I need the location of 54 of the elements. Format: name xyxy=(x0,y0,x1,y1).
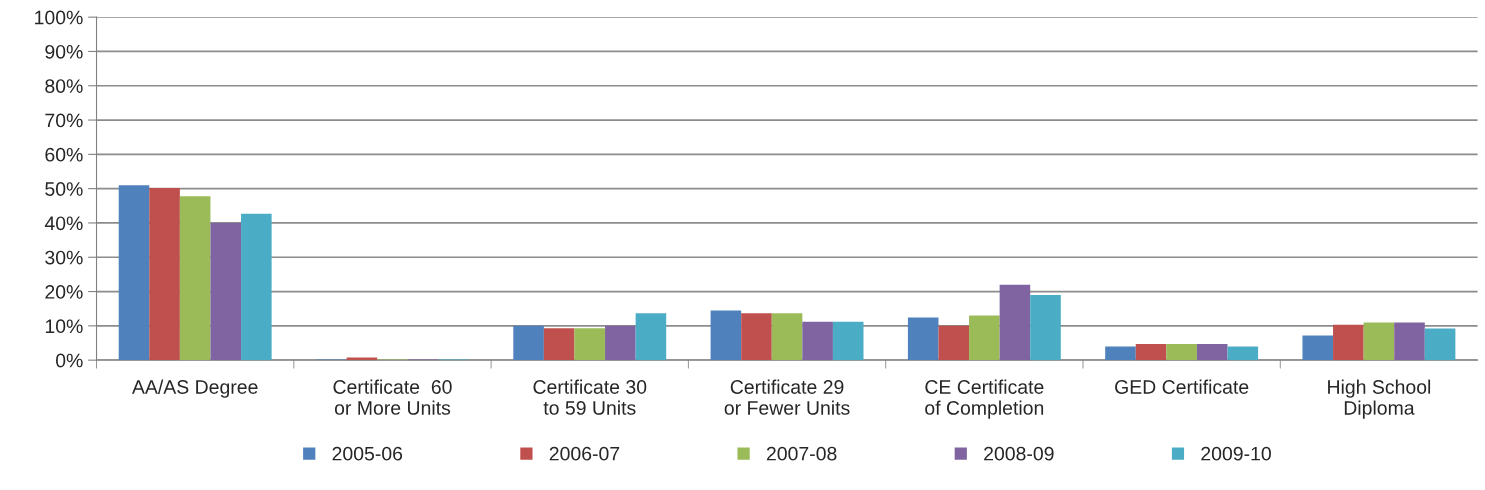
bar xyxy=(1302,335,1334,361)
bar xyxy=(938,325,970,361)
bar xyxy=(1105,346,1136,361)
y-tick-label: 100% xyxy=(35,10,83,25)
y-tick-label: 60% xyxy=(45,147,83,162)
y-tick-label: 40% xyxy=(44,216,83,231)
bar xyxy=(1135,344,1167,361)
y-tick-label: 0% xyxy=(55,353,83,368)
y-tick-label: 50% xyxy=(45,182,83,196)
bar xyxy=(118,185,150,361)
bar xyxy=(1166,344,1197,361)
bar xyxy=(710,310,742,361)
y-tick-label: 70% xyxy=(45,113,83,128)
legend-label: 2006-07 xyxy=(549,446,620,461)
bar xyxy=(1333,324,1364,361)
bar xyxy=(1363,322,1395,361)
bar xyxy=(832,321,864,361)
y-tick-label: 10% xyxy=(45,319,83,334)
y-tick-label: 90% xyxy=(45,44,83,59)
bar xyxy=(1030,294,1061,361)
bar xyxy=(543,328,575,361)
bar xyxy=(635,313,667,361)
y-tick-label: 30% xyxy=(45,250,83,265)
bar xyxy=(346,357,378,361)
bar xyxy=(999,284,1031,361)
bar xyxy=(149,187,180,361)
bar xyxy=(1394,322,1425,361)
x-tick-label: High School Diploma xyxy=(1328,379,1431,419)
x-tick-label: AA/AS Degree xyxy=(131,379,258,398)
bar xyxy=(802,321,833,361)
bar xyxy=(741,313,772,361)
bar xyxy=(241,213,272,361)
bar xyxy=(574,328,606,361)
x-tick-label: CE Certificate of Completion xyxy=(925,379,1044,419)
legend-label: 2009-10 xyxy=(1201,446,1271,461)
bar xyxy=(1196,344,1228,361)
bar xyxy=(771,313,803,361)
y-tick-label: 20% xyxy=(45,285,83,299)
legend-label: 2007-08 xyxy=(766,446,837,461)
bar xyxy=(907,317,939,361)
x-tick-label: Certificate 60 or More Units xyxy=(333,379,452,415)
x-tick-label: Certificate 29 or Fewer Units xyxy=(724,379,850,415)
x-tick-label: GED Certificate xyxy=(1115,379,1249,394)
y-tick-label: 80% xyxy=(45,79,83,93)
bar xyxy=(605,325,636,361)
bar xyxy=(1424,328,1456,361)
bar xyxy=(513,325,544,361)
legend-label: 2005-06 xyxy=(332,446,403,461)
bar xyxy=(969,315,1000,361)
bar xyxy=(210,222,242,361)
bar xyxy=(179,196,211,361)
x-tick-label: Certificate 30 to 59 Units xyxy=(533,379,647,415)
legend-label: 2008-09 xyxy=(984,446,1054,461)
bar xyxy=(1227,346,1259,361)
